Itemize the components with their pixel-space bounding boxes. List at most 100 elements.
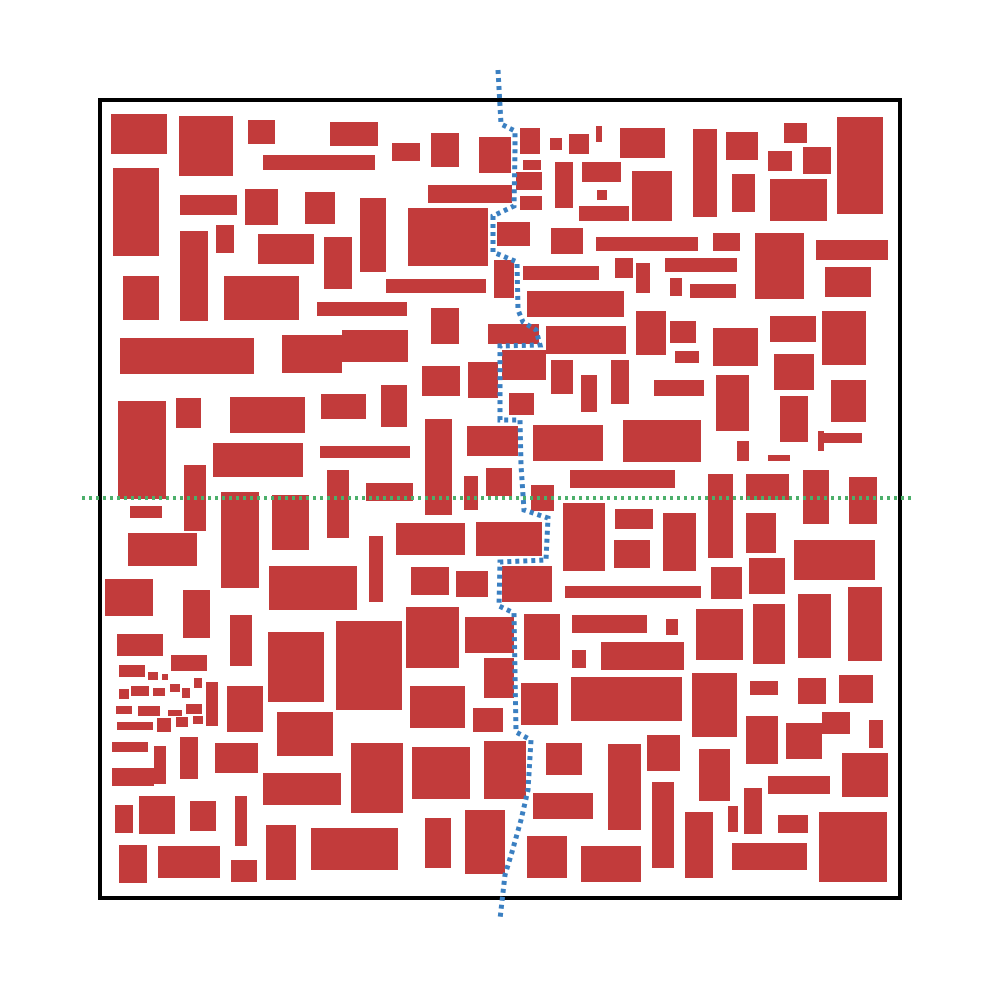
block-72 (422, 366, 460, 396)
block-197 (768, 776, 830, 794)
block-152 (170, 684, 180, 692)
block-15 (784, 123, 807, 143)
block-125 (269, 566, 357, 610)
block-39 (596, 237, 698, 251)
block-166 (227, 686, 263, 732)
block-60 (527, 291, 624, 317)
block-150 (131, 686, 149, 696)
block-9 (550, 138, 562, 150)
block-89 (425, 419, 452, 515)
block-215 (581, 846, 641, 882)
block-163 (176, 717, 188, 727)
block-205 (465, 810, 505, 874)
block-216 (732, 843, 807, 870)
block-97 (818, 431, 824, 451)
block-123 (105, 579, 153, 616)
block-111 (221, 492, 259, 588)
block-192 (842, 753, 888, 797)
block-23 (180, 195, 237, 215)
block-214 (231, 860, 257, 882)
block-103 (486, 468, 512, 496)
block-171 (692, 673, 737, 737)
block-74 (502, 350, 546, 380)
block-154 (194, 678, 202, 688)
block-1 (111, 114, 167, 154)
block-139 (465, 617, 514, 653)
block-group (105, 114, 888, 883)
block-18 (523, 160, 541, 170)
block-133 (848, 587, 882, 661)
block-3 (248, 120, 275, 144)
block-136 (268, 632, 324, 702)
block-201 (235, 796, 247, 846)
block-69 (342, 330, 408, 362)
block-70 (675, 351, 699, 363)
block-56 (123, 276, 159, 320)
block-195 (533, 793, 593, 819)
block-21 (803, 147, 831, 174)
block-81 (176, 398, 201, 428)
block-102 (464, 476, 478, 510)
block-27 (428, 185, 512, 203)
block-5 (392, 143, 420, 161)
block-135 (230, 615, 252, 666)
block-31 (632, 171, 672, 221)
block-204 (425, 818, 451, 868)
block-196 (652, 782, 674, 868)
block-182 (412, 747, 470, 799)
block-64 (670, 321, 696, 343)
block-37 (497, 222, 530, 246)
block-140 (524, 614, 560, 660)
block-149 (119, 689, 129, 699)
block-206 (527, 836, 567, 878)
block-29 (555, 162, 573, 208)
block-174 (839, 675, 873, 703)
block-211 (819, 812, 887, 882)
block-17 (263, 155, 375, 170)
block-100 (327, 470, 349, 538)
block-148 (171, 655, 207, 671)
block-186 (647, 735, 680, 771)
block-131 (749, 558, 785, 594)
block-80 (118, 401, 166, 499)
block-106 (708, 474, 733, 558)
block-185 (608, 744, 641, 830)
block-183 (484, 741, 526, 799)
block-203 (311, 828, 398, 870)
block-38 (551, 228, 583, 254)
block-120 (369, 536, 383, 602)
block-132 (798, 594, 831, 658)
block-178 (154, 746, 166, 784)
block-159 (168, 710, 182, 716)
block-151 (153, 688, 165, 696)
block-188 (746, 716, 778, 764)
block-19 (582, 162, 621, 182)
block-161 (117, 722, 153, 730)
block-44 (216, 225, 234, 253)
block-84 (381, 385, 407, 427)
block-130 (711, 567, 742, 599)
block-126 (411, 567, 449, 595)
block-146 (601, 642, 684, 670)
block-2 (179, 116, 233, 176)
block-86 (716, 375, 749, 431)
block-200 (190, 801, 216, 831)
block-94 (320, 446, 410, 458)
block-54 (690, 284, 736, 298)
block-95 (737, 441, 749, 461)
block-164 (193, 716, 203, 724)
block-191 (869, 720, 883, 748)
block-184 (546, 743, 582, 775)
block-160 (186, 704, 202, 714)
block-138 (406, 607, 459, 668)
block-209 (744, 788, 762, 834)
block-77 (611, 360, 629, 404)
block-59 (431, 308, 459, 344)
block-137 (336, 621, 402, 710)
block-213 (158, 846, 220, 878)
block-121 (614, 540, 650, 568)
block-33 (770, 179, 827, 221)
block-66 (822, 311, 866, 365)
block-134 (117, 634, 163, 656)
